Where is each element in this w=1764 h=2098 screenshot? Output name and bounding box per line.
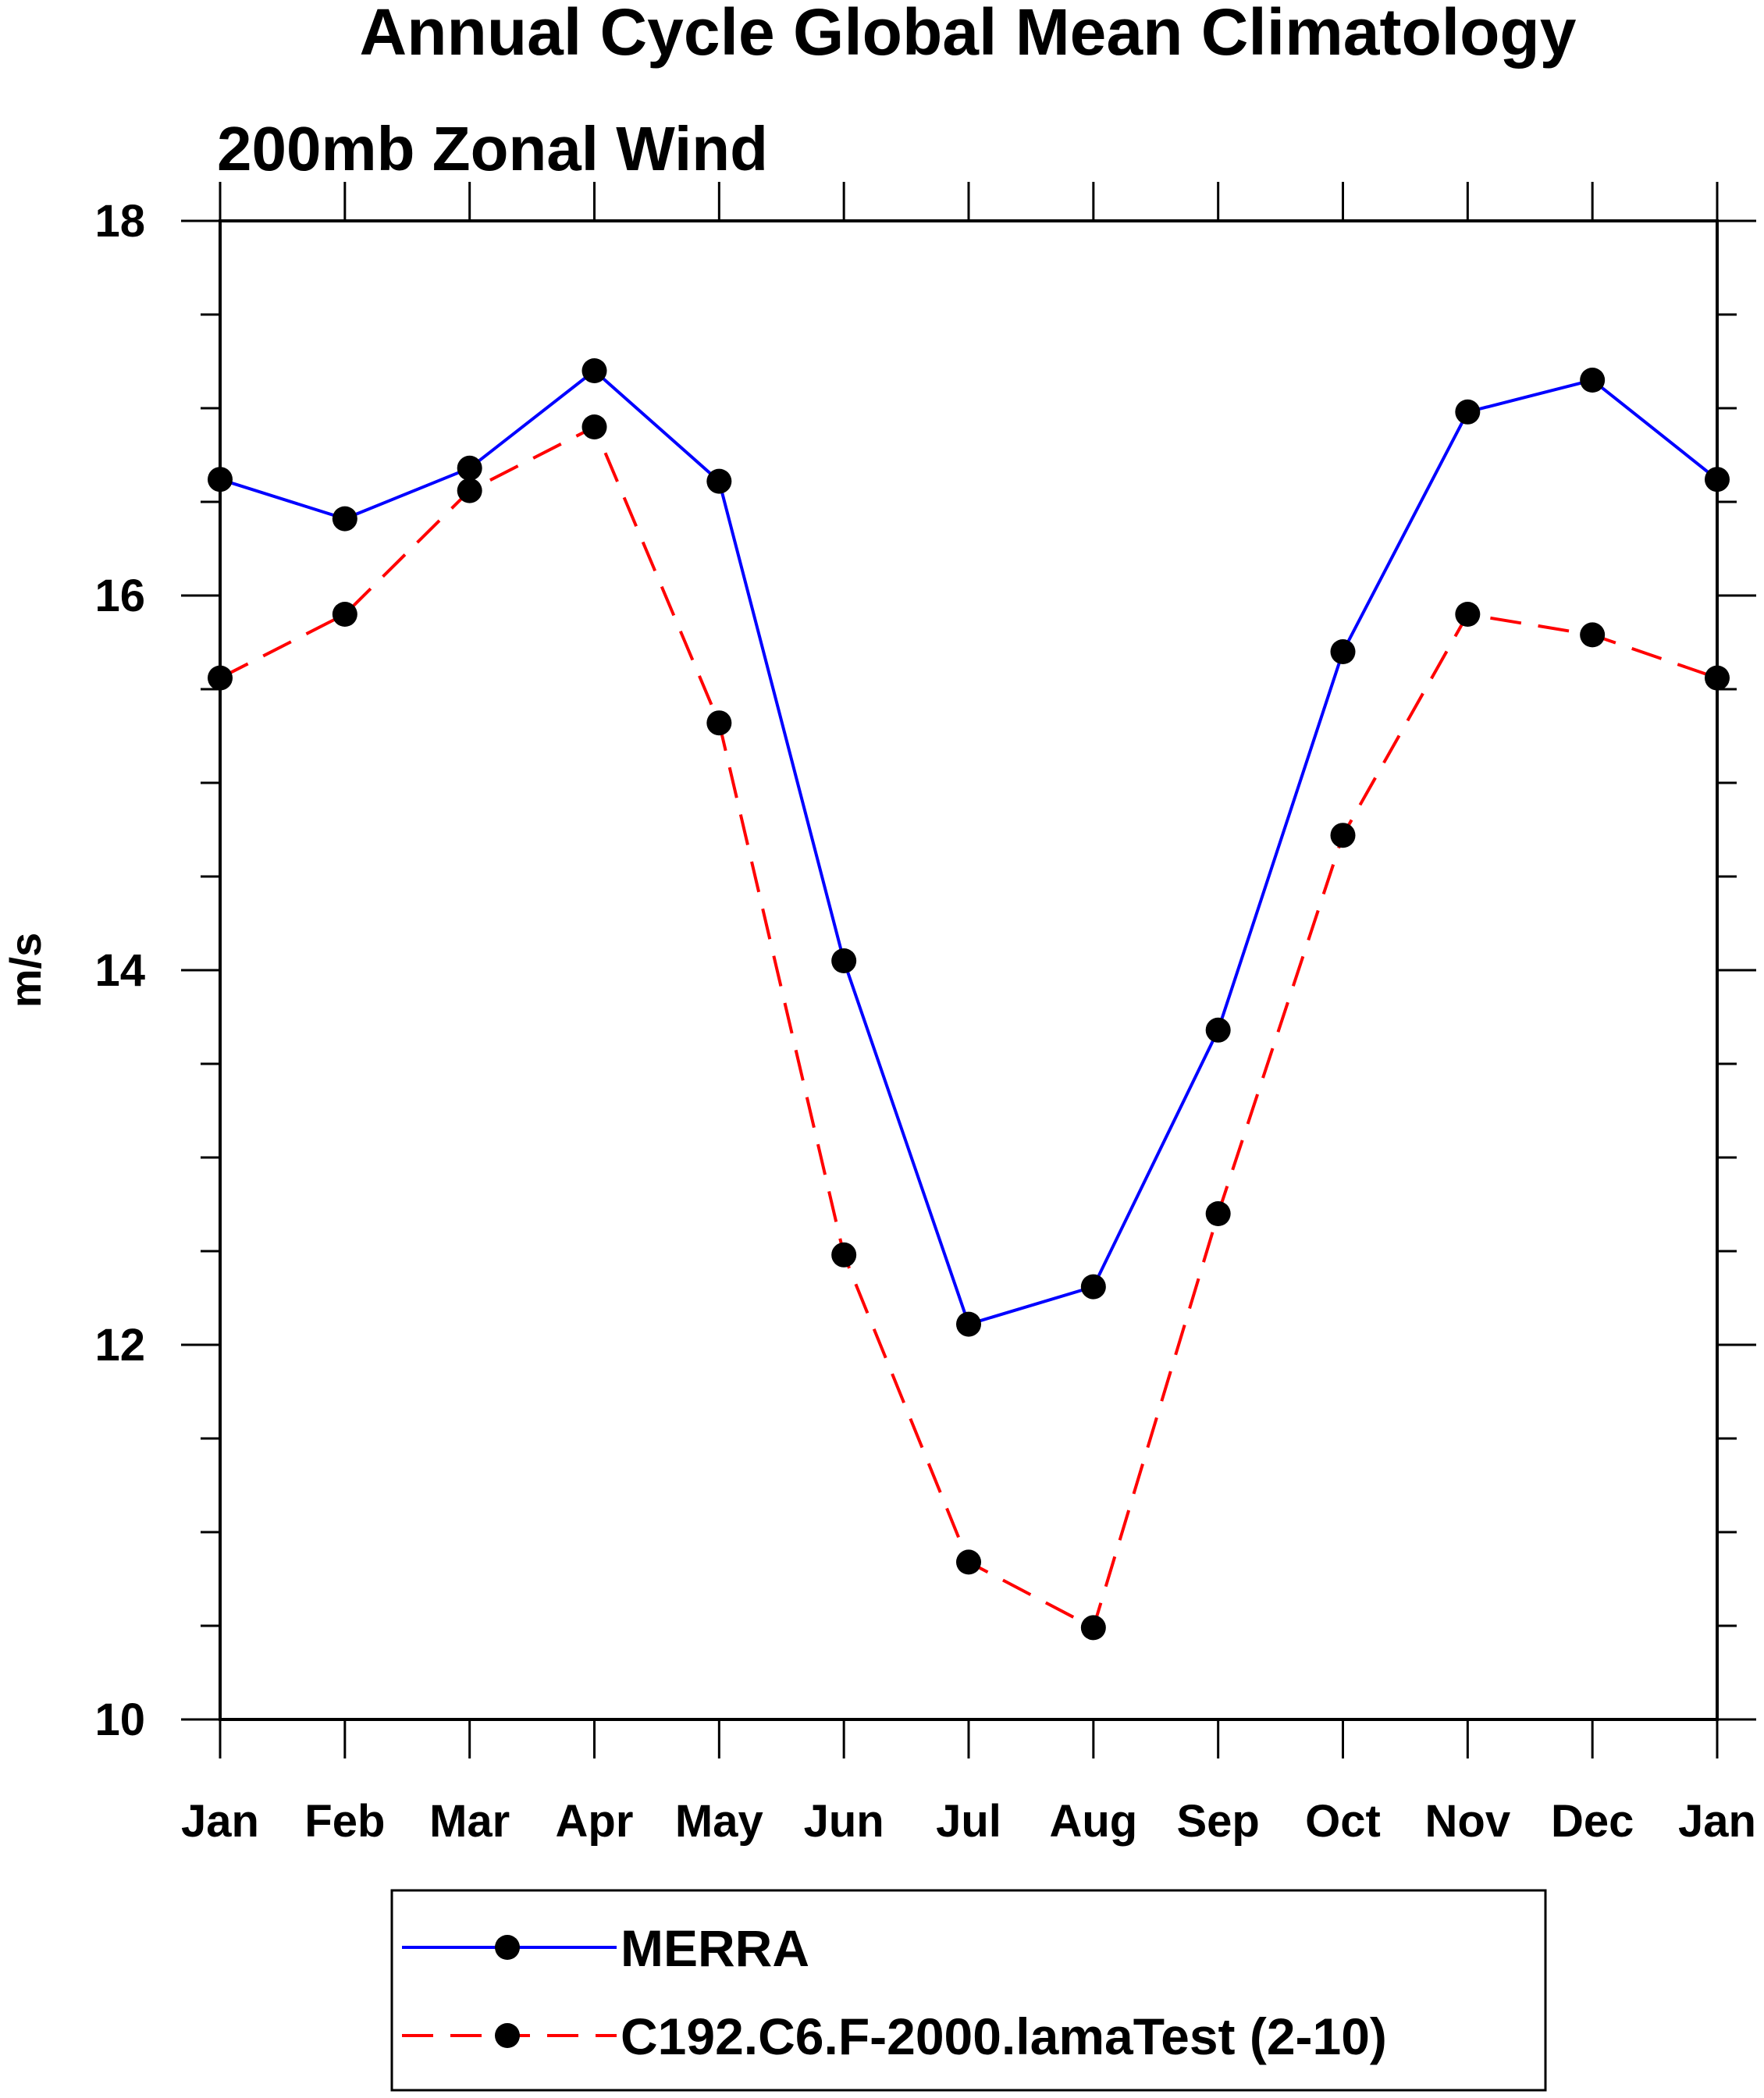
data-point	[1080, 1274, 1106, 1300]
data-point	[1205, 1017, 1231, 1043]
y-tick-label: 12	[94, 1320, 145, 1371]
x-tick-label: Jan	[181, 1796, 259, 1847]
legend: MERRA C192.C6.F-2000.lamaTest (2-10)	[390, 1889, 1547, 2092]
y-tick-label: 16	[94, 571, 145, 621]
x-tick-label: Jan	[1678, 1796, 1756, 1847]
data-point	[1205, 1201, 1231, 1226]
data-point	[208, 467, 233, 492]
data-point	[457, 455, 482, 481]
series-line	[219, 425, 1718, 1630]
data-point	[332, 602, 357, 627]
legend-label: MERRA	[621, 1919, 809, 1977]
x-tick-label: Jun	[804, 1796, 884, 1847]
chart-subtitle: 200mb Zonal Wind	[217, 114, 768, 183]
series-layer	[208, 358, 1730, 1641]
x-tick-label: Nov	[1425, 1796, 1511, 1847]
x-tick-label: Sep	[1176, 1796, 1259, 1847]
data-point	[706, 468, 732, 494]
data-point	[457, 478, 482, 503]
data-point	[831, 948, 857, 973]
data-point	[1330, 639, 1356, 664]
data-point	[831, 1242, 857, 1268]
x-tick-label: Feb	[304, 1796, 385, 1847]
x-tick-label: Oct	[1305, 1796, 1381, 1847]
legend-marker	[495, 1935, 520, 1960]
legend-marker	[495, 2023, 520, 2048]
data-point	[332, 506, 357, 532]
y-tick-label: 14	[94, 945, 145, 996]
y-axis-label: m/s	[1, 933, 50, 1008]
data-point	[956, 1311, 981, 1337]
data-point	[1455, 602, 1481, 627]
x-tick-label: Aug	[1049, 1796, 1137, 1847]
x-tick-label: Jul	[936, 1796, 1001, 1847]
series-line	[219, 368, 1719, 1327]
data-point	[1330, 823, 1356, 848]
data-point	[208, 665, 233, 691]
x-tick-label: May	[675, 1796, 763, 1847]
data-point	[581, 358, 607, 383]
chart-title: Annual Cycle Global Mean Climatology	[360, 0, 1577, 69]
axes: Jan Feb Mar Apr May Jun Jul Aug Sep Oct Nov Dec Jan 1…	[94, 182, 1756, 1847]
y-tick-label: 18	[94, 196, 145, 247]
plot-frame	[219, 219, 1719, 1721]
data-point	[1580, 622, 1606, 648]
x-tick-label: Apr	[556, 1796, 634, 1847]
data-point	[1705, 665, 1730, 691]
data-point	[1580, 368, 1606, 393]
legend-label: C192.C6.F-2000.lamaTest (2-10)	[621, 2007, 1387, 2065]
x-tick-label: Dec	[1551, 1796, 1634, 1847]
data-point	[956, 1549, 981, 1575]
legend-box	[390, 1889, 1547, 2092]
x-tick-label: Mar	[429, 1796, 510, 1847]
data-point	[581, 414, 607, 439]
y-tick-label: 10	[94, 1694, 145, 1745]
data-point	[706, 710, 732, 736]
data-point	[1455, 399, 1481, 425]
data-point	[1705, 467, 1730, 492]
data-point	[1080, 1615, 1106, 1641]
